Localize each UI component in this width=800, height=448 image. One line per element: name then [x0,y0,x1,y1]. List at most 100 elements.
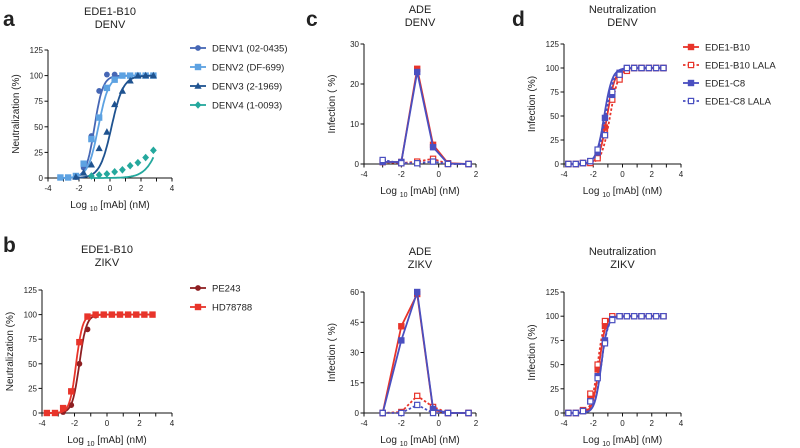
y-tick-label: 0 [555,160,560,169]
x-tick-label: 0 [436,170,441,179]
series-ede1-c8-lala [379,401,472,417]
y-tick-label: 0 [39,174,44,183]
legend-marker-denv4-1-0093 [194,101,202,109]
data-point-denv4-1-0093 [150,146,157,155]
data-point-denv3-2-1969 [111,100,119,108]
x-tick-label: -2 [590,419,598,428]
data-point-ede1-c8-lala [579,407,587,415]
data-point-ede1-b10-lala [587,390,594,397]
x-tick-label: 4 [679,419,684,428]
legend-label-denv4-1-0093: DENV4 (1-0093) [212,101,282,112]
data-point-ede1-c8-lala [565,160,572,168]
data-point-denv4-1-0093 [142,153,150,162]
x-tick-label: 0 [105,419,110,428]
data-point-ede1-b10-lala [594,155,601,162]
fit-curve-pe243 [46,313,153,414]
fit-curve-ede1-b10-lala [568,67,664,165]
data-point-ede1-c8-lala [609,316,616,324]
data-point-hd78788 [149,311,156,318]
y-axis-label: Infection ( %) [327,75,338,134]
series-line-ede1-c8-lala [382,403,469,414]
y-tick-label: 125 [546,288,560,297]
x-tick-label: 2 [650,419,655,428]
data-point-hd78788 [68,388,75,395]
y-tick-label: 25 [550,136,559,145]
data-point-hd78788 [76,338,83,346]
x-tick-label: 0 [620,419,625,428]
data-point-ede1-c8-lala [414,160,421,167]
data-point-ede1-b10 [601,124,609,131]
data-point-ede1-c8 [414,68,421,76]
series-ede1-b10 [379,65,472,168]
data-point-ede1-c8-lala [565,409,572,417]
data-point-ede1-c8-lala [645,313,653,320]
x-tick-label: 2 [474,170,479,179]
data-point-denv3-2-1969 [103,128,111,135]
fit-curve-denv4-1-0093 [91,156,155,179]
data-point-denv4-1-0093 [88,172,95,180]
chart-title-line: ZIKV [95,257,120,269]
x-axis-label: Log 10 [mAb] (nM) [70,200,150,213]
data-point-denv4-1-0093 [111,168,119,176]
data-point-denv4-1-0093 [95,171,103,179]
series-ede1-b10-lala [565,64,667,168]
data-point-denv4-1-0093 [134,158,142,167]
data-point-ede1-c8-lala [572,409,579,417]
y-tick-label: 125 [546,40,560,49]
data-point-ede1-c8-lala [660,313,667,320]
data-point-ede1-b10-lala [414,392,421,400]
data-point-ede1-c8 [414,288,421,296]
y-tick-label: 0 [33,409,38,418]
series-line-ede1-b10-lala [382,394,469,414]
x-tick-label: -2 [75,184,83,193]
chart-title-line: DENV [95,19,126,31]
x-tick-label: 4 [170,184,175,193]
data-point-denv4-1-0093 [126,161,134,170]
legend-label-hd78788: HD78788 [212,303,252,314]
data-point-hd78788 [133,311,140,318]
x-axis-label: Log 10 [mAb] (nM) [583,186,663,199]
data-point-denv3-2-1969 [118,87,126,94]
data-point-ede1-c8 [429,144,437,151]
legend-marker-ede1-c8-lala [687,97,695,105]
data-point-hd78788 [84,313,91,320]
data-point-denv2-df-699 [119,72,126,79]
y-tick-label: 15 [350,379,359,388]
data-point-denv3-2-1969 [126,76,134,84]
y-tick-label: 50 [34,123,43,132]
data-point-hd78788 [116,311,124,318]
data-point-ede1-c8-lala [638,64,645,72]
data-point-hd78788 [124,311,132,318]
series-ede1-c8-lala [565,313,667,417]
series-denv4-1-0093 [88,146,157,180]
chart-title-line: DENV [607,17,638,29]
x-tick-label: 0 [108,184,113,193]
data-point-denv2-df-699 [88,135,95,143]
series-ede1-c8-lala [379,156,472,168]
data-point-denv2-df-699 [95,114,103,121]
data-point-ede1-c8-lala [652,313,660,320]
data-point-denv2-df-699 [80,160,87,167]
legend-label-denv1-02-0435: DENV1 (02-0435) [212,44,288,55]
data-point-denv3-2-1969 [149,71,157,79]
data-point-denv3-2-1969 [72,173,80,180]
data-point-ede1-c8-lala [465,160,472,168]
legend-label-ede1-c8-lala: EDE1-C8 LALA [705,97,772,108]
y-tick-label: 75 [550,88,559,97]
chart-title-line: ZIKV [610,259,635,271]
y-tick-label: 75 [34,97,43,106]
fit-curve-ede1-c8 [568,67,664,165]
fit-curve-ede1-b10-lala [568,315,664,414]
legend-marker-ede1-b10-lala [687,61,695,69]
panel-letter-a: a [3,8,15,31]
y-tick-label: 25 [550,385,559,394]
y-tick-label: 0 [555,409,560,418]
x-axis-label: Log 10 [mAb] (nM) [67,435,147,448]
fit-curve-ede1-c8-lala [568,315,664,414]
data-point-ede1-c8-lala [379,156,386,164]
data-point-ede1-c8-lala [652,64,660,72]
y-tick-label: 25 [28,384,37,393]
